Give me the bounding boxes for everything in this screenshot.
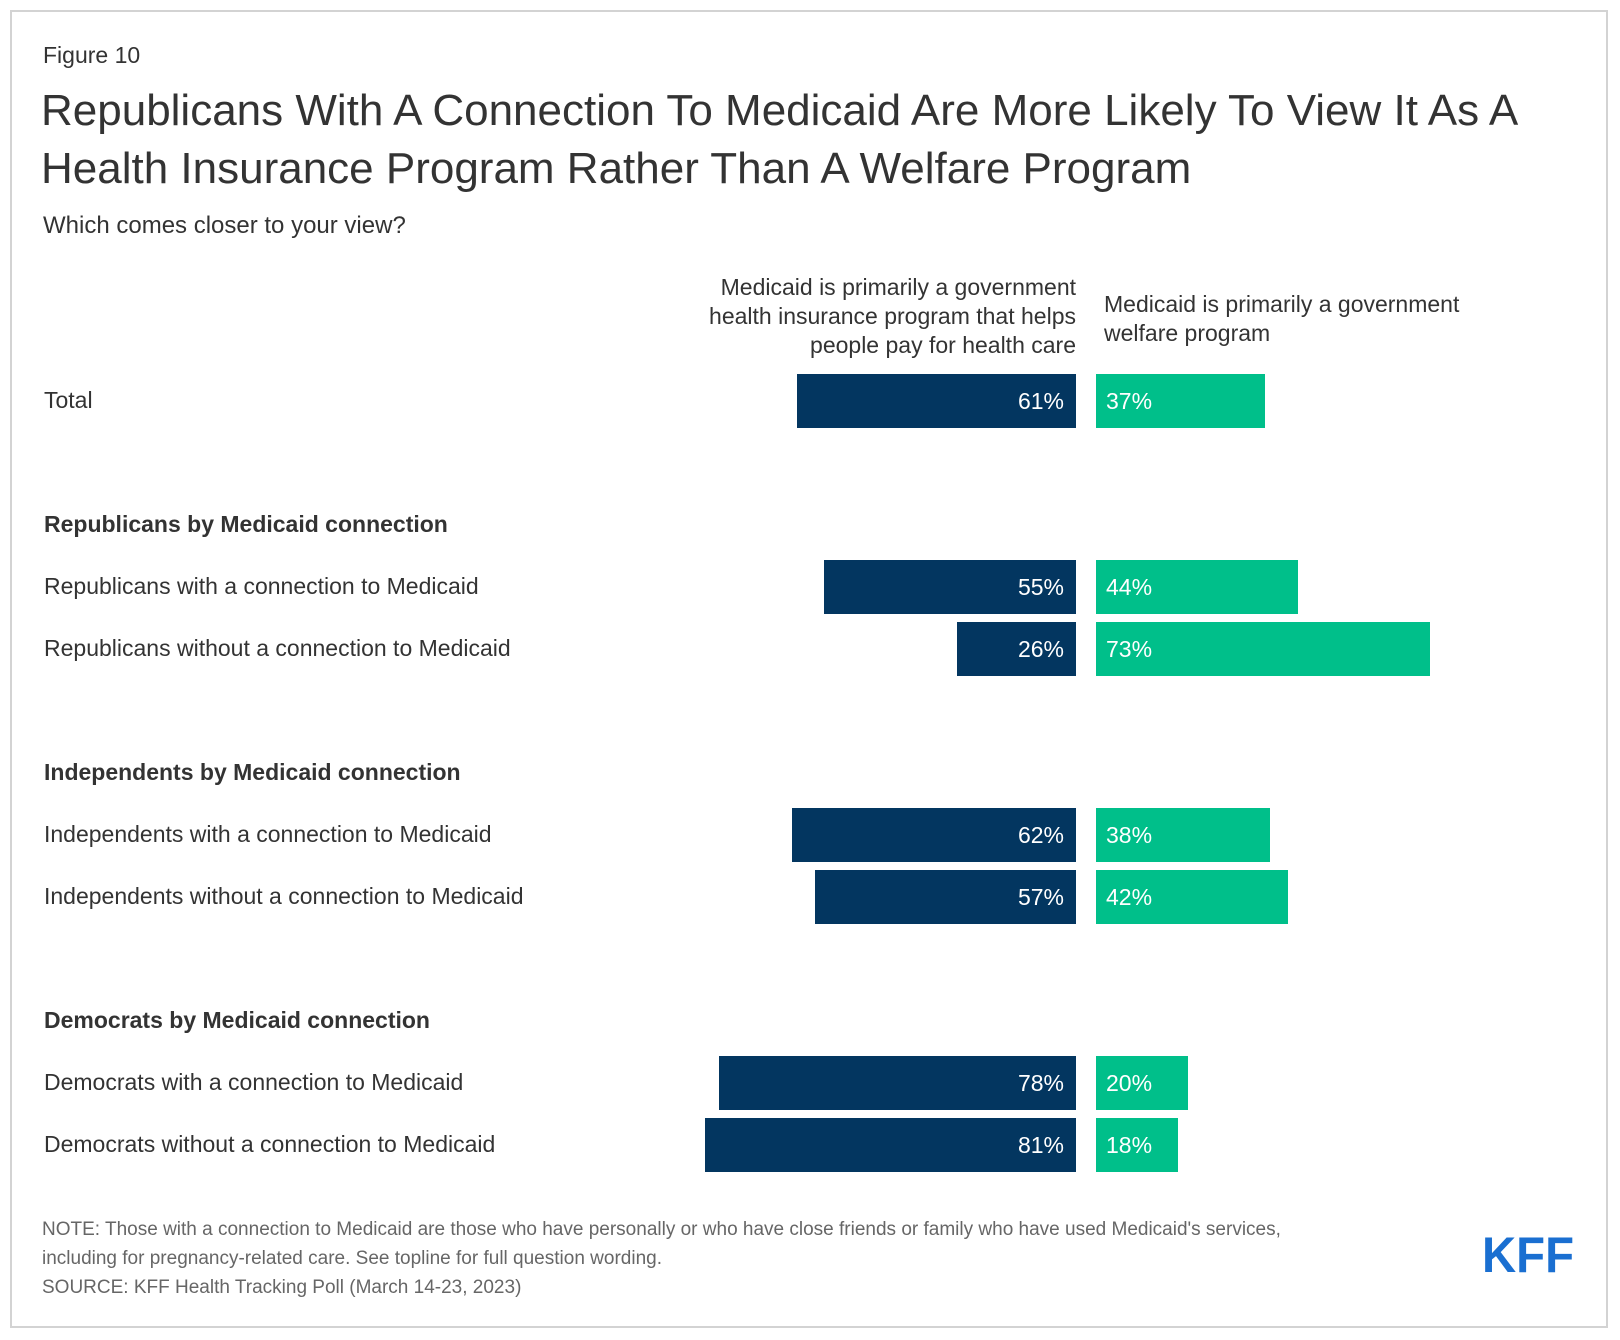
bar-value-label: 55% — [1017, 574, 1064, 600]
row-label: Republicans with a connection to Medicai… — [44, 573, 479, 599]
bar-value-label: 62% — [1017, 822, 1064, 848]
bar-health-insurance: 62% — [792, 808, 1076, 862]
bar-welfare: 18% — [1096, 1118, 1179, 1172]
note-line-1: NOTE: Those with a connection to Medicai… — [42, 1219, 1281, 1240]
bar-value-label: 78% — [1017, 1070, 1064, 1096]
chart-note: NOTE: Those with a connection to Medicai… — [42, 1215, 1482, 1302]
bar-value-label: 44% — [1106, 574, 1153, 600]
note-line-2: including for pregnancy-related care. Se… — [42, 1248, 662, 1269]
chart-title: Republicans With A Connection To Medicai… — [41, 86, 1516, 193]
chart-frame — [10, 10, 1608, 1328]
bar-value-label: 20% — [1106, 1070, 1153, 1096]
bar-value-label: 81% — [1017, 1132, 1064, 1158]
row-label: Total — [44, 387, 93, 413]
bar-value-label: 37% — [1106, 388, 1153, 414]
bar-value-label: 73% — [1106, 636, 1153, 662]
bar-value-label: 26% — [1017, 636, 1064, 662]
row-label: Democrats with a connection to Medicaid — [44, 1069, 464, 1095]
row-label: Democrats without a connection to Medica… — [44, 1131, 496, 1157]
kff-logo-mark: KFF — [1482, 1227, 1574, 1283]
bar-health-insurance: 26% — [956, 622, 1076, 676]
bar-health-insurance: 81% — [705, 1118, 1076, 1172]
bar-health-insurance: 55% — [824, 560, 1076, 614]
row-label: Independents with a connection to Medica… — [44, 821, 492, 847]
bar-welfare: 73% — [1096, 622, 1431, 676]
legend-welfare: Medicaid is primarily a government welfa… — [1104, 291, 1460, 346]
bar-health-insurance: 57% — [814, 870, 1076, 924]
legend-health-insurance: Medicaid is primarily a government healt… — [709, 274, 1076, 358]
group-header: Republicans by Medicaid connection — [44, 511, 448, 537]
logo-text: KFF — [1482, 1232, 1574, 1276]
chart-subtitle: Which comes closer to your view? — [43, 212, 406, 239]
bar-health-insurance: 78% — [718, 1056, 1076, 1110]
kff-logo: KFF — [1482, 1227, 1576, 1283]
group-header: Independents by Medicaid connection — [44, 759, 461, 785]
bar-value-label: 38% — [1106, 822, 1153, 848]
bar-value-label: 61% — [1017, 388, 1064, 414]
source-line: SOURCE: KFF Health Tracking Poll (March … — [42, 1277, 522, 1298]
bar-value-label: 57% — [1017, 884, 1064, 910]
bar-welfare: 44% — [1096, 560, 1298, 614]
bar-welfare: 38% — [1096, 808, 1271, 862]
bar-value-label: 18% — [1106, 1132, 1153, 1158]
bar-welfare: 42% — [1096, 870, 1289, 924]
bar-welfare: 20% — [1096, 1056, 1188, 1110]
row-label: Independents without a connection to Med… — [44, 883, 524, 909]
bar-welfare: 37% — [1096, 374, 1266, 428]
group-header: Democrats by Medicaid connection — [44, 1007, 430, 1033]
bar-health-insurance: 61% — [796, 374, 1076, 428]
figure-label: Figure 10 — [43, 42, 141, 68]
bar-value-label: 42% — [1106, 884, 1153, 910]
row-label: Republicans without a connection to Medi… — [44, 635, 511, 661]
